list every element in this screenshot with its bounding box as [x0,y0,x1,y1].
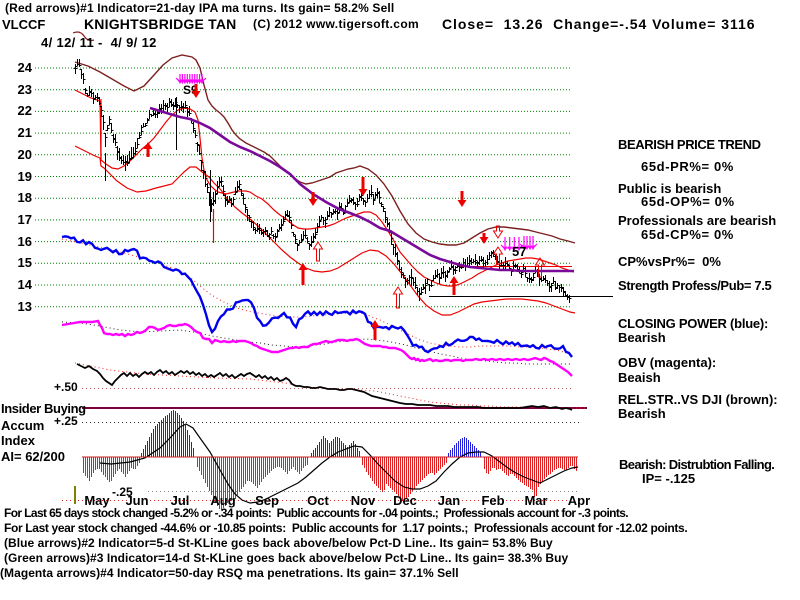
svg-text:57: 57 [512,244,526,259]
